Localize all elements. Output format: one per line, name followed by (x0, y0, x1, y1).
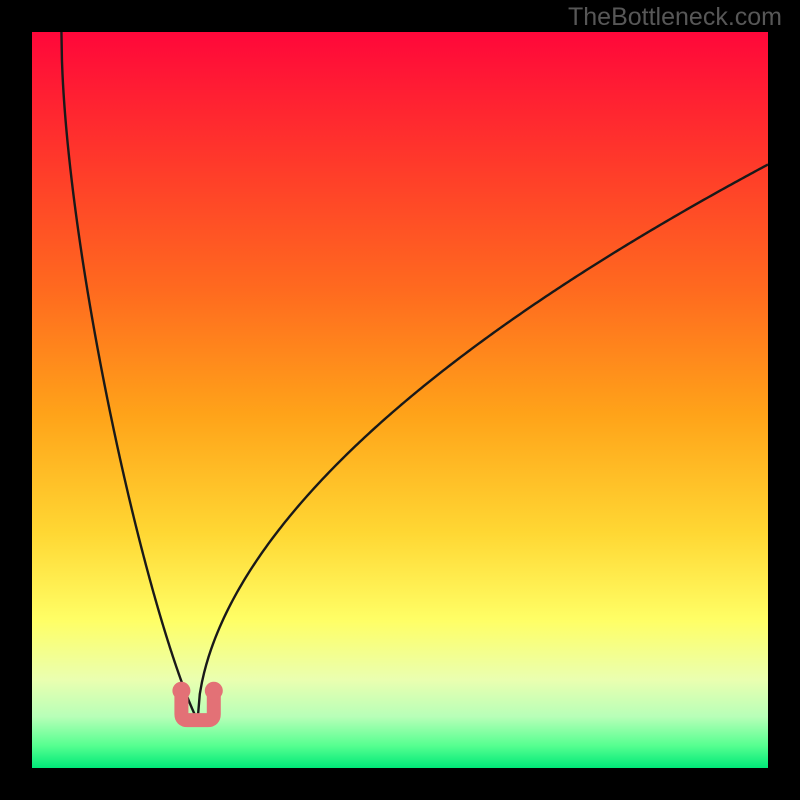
trough-cap-left (172, 682, 190, 700)
curve-layer (32, 32, 768, 768)
bottleneck-curve (61, 32, 768, 720)
trough-cap-right (205, 682, 223, 700)
chart-root: TheBottleneck.com (0, 0, 800, 800)
plot-area (32, 32, 768, 768)
watermark-text: TheBottleneck.com (568, 3, 782, 32)
